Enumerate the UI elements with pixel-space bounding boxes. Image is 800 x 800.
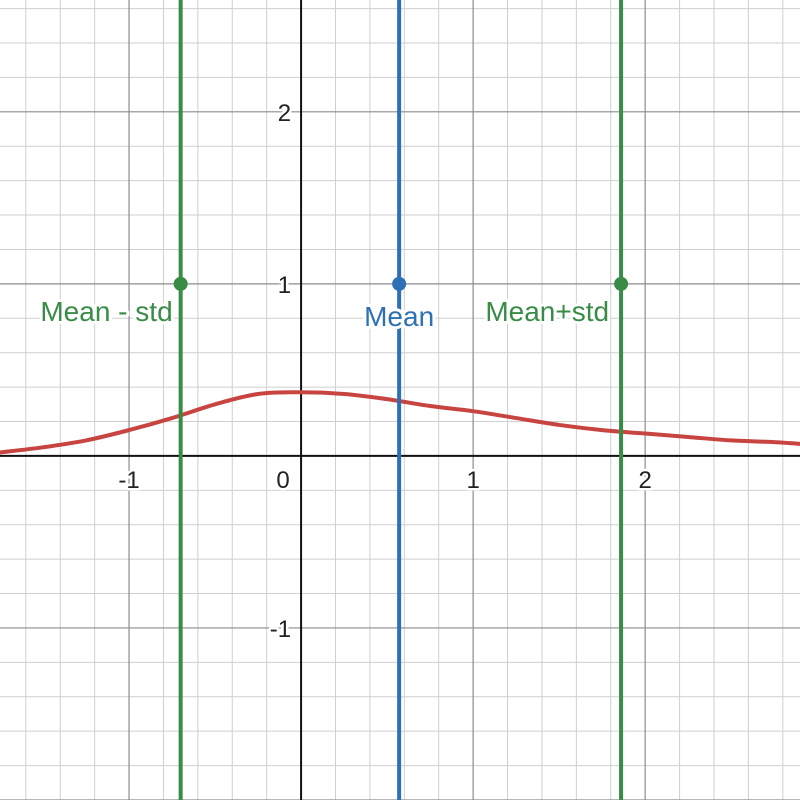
x-tick-label: 0 — [276, 467, 289, 494]
y-tick-label: 2 — [278, 100, 291, 127]
label-mean: Mean — [364, 301, 434, 332]
point-mean-std — [173, 276, 188, 291]
x-tick-label: 1 — [466, 467, 479, 494]
y-tick-label: 1 — [278, 272, 291, 299]
label-mean-std: Mean - std — [40, 296, 172, 327]
y-tick-label: -1 — [270, 616, 291, 643]
vertical-lines-layer: Mean - std Mean Mean+std — [37, 0, 629, 800]
density-curve — [0, 390, 800, 455]
point-mean — [392, 276, 407, 291]
x-tick-label: 2 — [638, 467, 651, 494]
x-tick-label: -1 — [118, 467, 139, 494]
point-mean-std — [614, 276, 629, 291]
label-mean-std: Mean+std — [485, 296, 609, 327]
tick-labels: -1 0 1 2 2 1 -1 — [116, 97, 654, 645]
density-curve-layer — [0, 390, 800, 455]
